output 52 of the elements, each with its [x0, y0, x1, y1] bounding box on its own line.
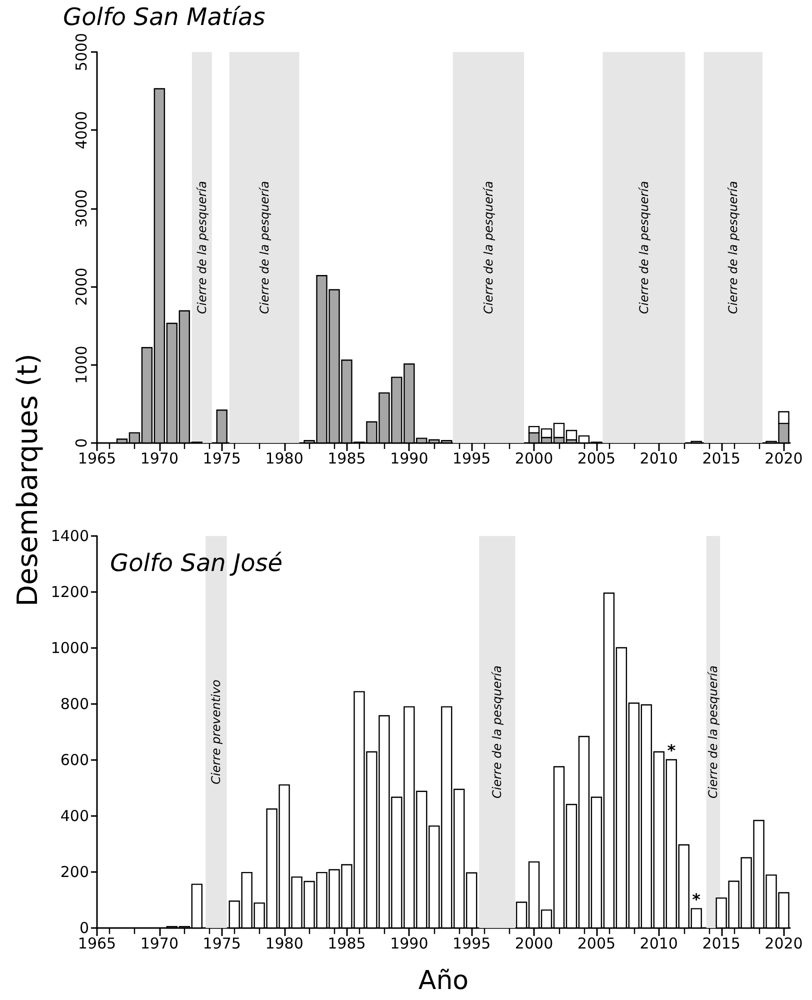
band-label: Cierre de la pesquería [194, 181, 209, 314]
x-tick-label: 1985 [328, 934, 366, 952]
x-tick-label: 1975 [202, 934, 241, 952]
x-tick-label: 1980 [265, 450, 304, 468]
x-tick-label: 2020 [764, 934, 803, 952]
annotation: * [667, 741, 676, 760]
y-tick-label: 5000 [72, 32, 90, 72]
x-tick-label: 2000 [514, 450, 554, 468]
x-tick-label: 1980 [265, 934, 304, 952]
x-tick-label: 2000 [514, 934, 554, 952]
band-label: Cierre de la pesquería [490, 666, 504, 798]
x-axis-title: Año [418, 966, 469, 996]
band-label: Cierre de la pesquería [636, 181, 651, 314]
x-tick-label: 1975 [202, 450, 241, 468]
x-tick-label: 1970 [140, 934, 179, 952]
x-tick-label: 1995 [452, 450, 491, 468]
y-tick-label: 200 [60, 863, 89, 881]
y-tick-label: 1000 [50, 639, 89, 657]
y-tick-label: 3000 [72, 189, 90, 228]
x-tick-label: 1970 [140, 450, 179, 468]
x-tick-label: 2005 [577, 450, 616, 468]
band-label: Cierre preventivo [209, 680, 224, 784]
band-label: Cierre de la pesquería [706, 666, 720, 798]
y-tick-label: 400 [60, 807, 89, 825]
y-tick-label: 4000 [72, 111, 90, 150]
x-tick-label: 1965 [78, 450, 116, 468]
y-axis-title: Desembarques (t) [11, 352, 44, 608]
x-tick-label: 2020 [764, 450, 803, 468]
x-tick-label: 1990 [390, 934, 428, 952]
y-tick-label: 0 [79, 919, 89, 937]
text: Golfo San José [110, 549, 283, 577]
y-tick-label: 2000 [72, 268, 90, 306]
x-tick-label: 2015 [702, 450, 740, 468]
x-tick-label: 1995 [452, 934, 491, 952]
band-label: Cierre de la pesquería [726, 181, 740, 314]
x-tick-label: 1990 [390, 450, 428, 468]
y-tick-label: 1200 [50, 583, 89, 601]
x-tick-label: 1965 [78, 934, 116, 952]
x-tick-label: 2005 [577, 934, 616, 952]
x-tick-label: 1985 [328, 450, 366, 468]
band-label: Cierre de la pesquería [481, 181, 496, 314]
annotation: * [692, 890, 702, 910]
y-tick-label: 600 [60, 751, 89, 769]
y-tick-label: 0 [72, 438, 90, 448]
band-label: Cierre de la pesquería [257, 181, 272, 314]
y-tick-label: 1400 [50, 527, 89, 545]
y-tick-label: 1000 [72, 346, 90, 384]
x-tick-label: 2015 [702, 934, 740, 952]
x-tick-label: 2010 [640, 934, 678, 952]
y-tick-label: 800 [60, 695, 89, 713]
chart-title: Golfo San Matías [63, 3, 266, 31]
x-tick-label: 2010 [640, 450, 678, 468]
